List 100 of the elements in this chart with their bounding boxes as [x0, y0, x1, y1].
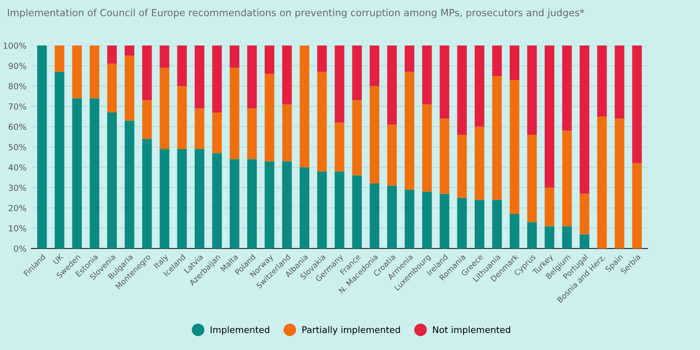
bar: [194, 108, 204, 150]
bar: [597, 116, 607, 248]
bar: [614, 46, 624, 119]
bar: [544, 46, 554, 188]
legend-label: Implemented: [210, 326, 270, 335]
bar: [160, 46, 170, 68]
bar: [387, 186, 397, 248]
bar: [387, 46, 397, 125]
chart-title: Implementation of Council of Europe recommendations on preventing corruption among MPs, prosecutors and judges*: [8, 8, 584, 18]
bar: [212, 46, 222, 112]
bar: [264, 46, 274, 74]
bar: [352, 175, 362, 248]
bar: [370, 86, 380, 184]
bar: [562, 130, 572, 226]
y-tick-label: 10%: [9, 225, 26, 232]
bar: [37, 46, 47, 248]
y-tick-label: 100%: [4, 42, 26, 49]
bar: [457, 198, 467, 248]
bar: [282, 46, 292, 104]
bar: [142, 46, 152, 100]
bar: [72, 46, 82, 98]
bar: [527, 46, 537, 135]
y-tick-label: 20%: [8, 204, 26, 212]
bar: [632, 163, 642, 248]
bar: [352, 100, 362, 176]
bar: [352, 46, 362, 100]
bar: [107, 112, 117, 248]
bar: [370, 46, 380, 86]
bar: [264, 161, 274, 248]
bar: [107, 64, 117, 112]
y-tick-label: 90%: [8, 62, 26, 70]
bar: [404, 190, 414, 248]
bar: [177, 46, 187, 86]
bar: [440, 46, 450, 119]
bar: [387, 124, 397, 186]
bar: [527, 134, 537, 222]
bar: [632, 46, 642, 164]
bar: [474, 126, 484, 200]
bar: [317, 171, 327, 248]
bar: [160, 68, 170, 150]
bar: [160, 149, 170, 248]
bar: [247, 108, 257, 160]
bar: [230, 159, 240, 248]
bar: [300, 167, 310, 248]
bar: [562, 226, 572, 248]
bar: [492, 200, 502, 248]
bar: [370, 184, 380, 248]
bar: [72, 98, 82, 248]
bar: [492, 46, 502, 76]
bar: [580, 46, 590, 194]
y-tick-label: 40%: [8, 164, 26, 171]
bar: [597, 46, 607, 117]
y-tick-label: 0%: [14, 245, 26, 252]
bar: [54, 72, 64, 248]
y-tick-label: 70%: [8, 103, 26, 110]
bar: [422, 46, 432, 104]
y-tick-label: 80%: [8, 83, 26, 90]
bar: [247, 159, 257, 248]
bar: [124, 120, 134, 248]
bar: [107, 46, 117, 64]
bar: [440, 118, 450, 194]
bar: [212, 153, 222, 248]
bar: [317, 72, 327, 172]
legend-label: Partially implemented: [302, 326, 400, 335]
bar: [457, 46, 467, 135]
bar: [90, 46, 100, 98]
bar: [334, 46, 344, 123]
bar: [544, 226, 554, 248]
bar: [457, 134, 467, 198]
bar: [300, 46, 310, 168]
bar: [177, 86, 187, 150]
y-tick-label: 30%: [8, 184, 26, 191]
bar: [492, 76, 502, 200]
bar: [334, 122, 344, 172]
bar: [440, 194, 450, 248]
y-tick-label: 50%: [8, 144, 26, 150]
bar: [334, 171, 344, 248]
bar: [247, 46, 257, 108]
bar: [264, 74, 274, 162]
bar: [510, 46, 520, 80]
bar: [194, 149, 204, 248]
bar: [404, 46, 414, 72]
bar: [580, 234, 590, 248]
bar: [212, 112, 222, 154]
bar: [124, 46, 134, 56]
bar: [177, 149, 187, 248]
bar: [510, 214, 520, 248]
bar: [562, 46, 572, 131]
legend-label: Not implemented: [433, 326, 510, 335]
bar: [142, 138, 152, 248]
bar: [282, 161, 292, 248]
bar: [54, 46, 64, 72]
bar: [544, 188, 554, 226]
bar: [142, 100, 152, 139]
bar: [614, 118, 624, 248]
bar: [90, 98, 100, 248]
bar: [422, 104, 432, 192]
bar: [404, 72, 414, 190]
bar: [230, 46, 240, 68]
bar: [422, 192, 432, 248]
